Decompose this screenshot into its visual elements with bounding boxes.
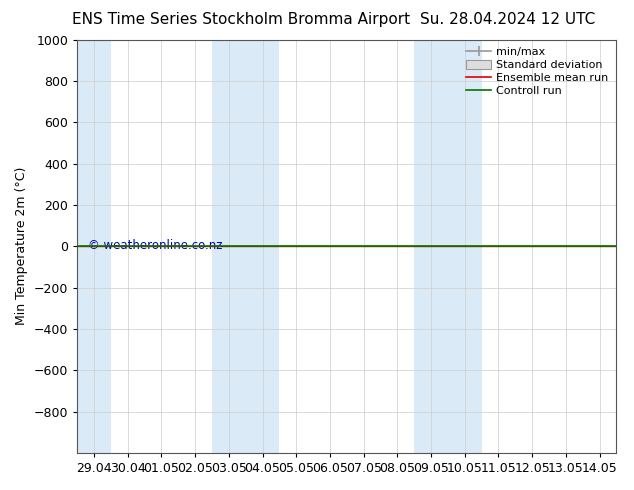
Bar: [414, 40, 448, 453]
Bar: [77, 40, 111, 453]
Text: © weatheronline.co.nz: © weatheronline.co.nz: [88, 239, 223, 252]
Text: ENS Time Series Stockholm Bromma Airport: ENS Time Series Stockholm Bromma Airport: [72, 12, 410, 27]
Bar: [212, 40, 245, 453]
Y-axis label: Min Temperature 2m (°C): Min Temperature 2m (°C): [15, 167, 28, 325]
Text: Su. 28.04.2024 12 UTC: Su. 28.04.2024 12 UTC: [420, 12, 595, 27]
Bar: [245, 40, 280, 453]
Bar: [448, 40, 482, 453]
Legend: min/max, Standard deviation, Ensemble mean run, Controll run: min/max, Standard deviation, Ensemble me…: [464, 45, 611, 98]
